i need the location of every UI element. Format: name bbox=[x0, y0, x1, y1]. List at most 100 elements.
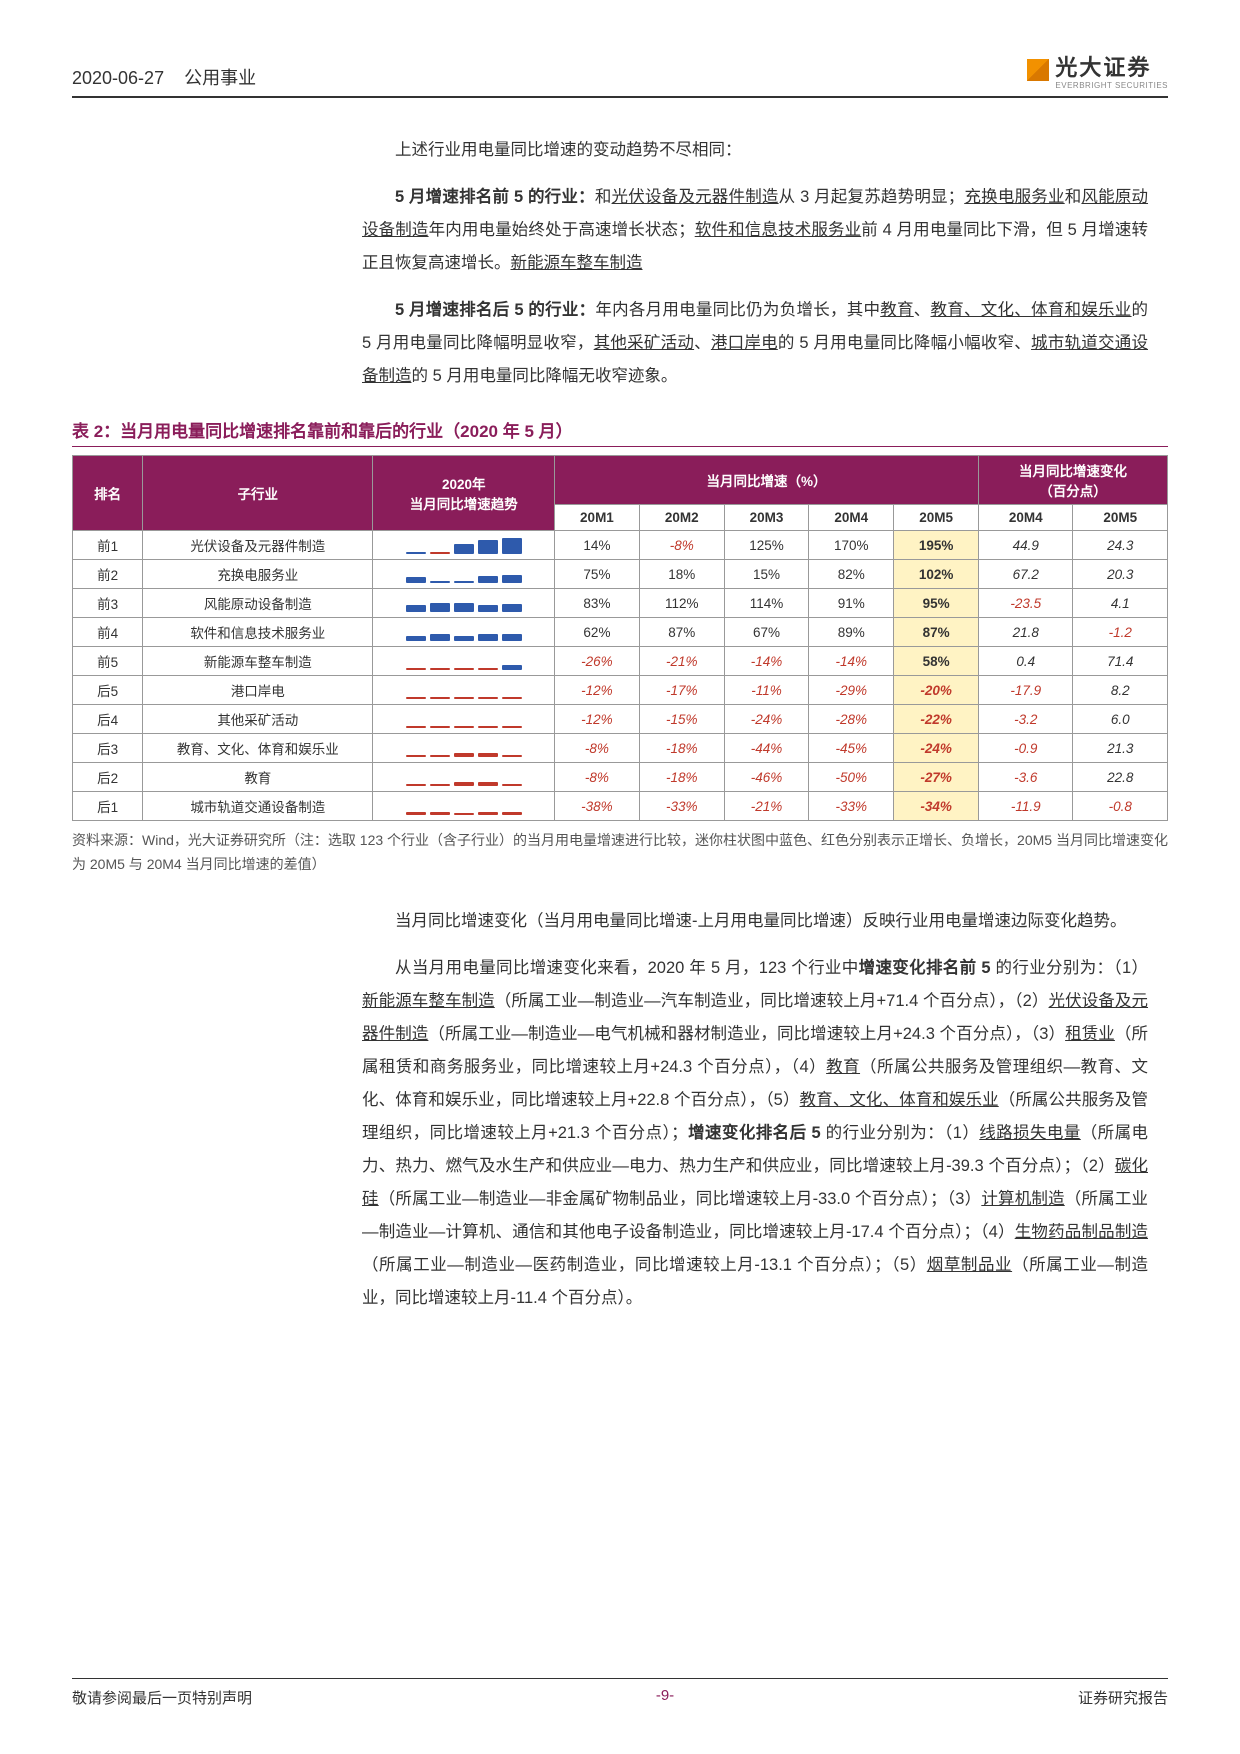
cell-value: -24% bbox=[724, 705, 809, 734]
cell-value: 15% bbox=[724, 560, 809, 589]
logo-text-cn: 光大证券 bbox=[1055, 55, 1151, 80]
cell-value: -26% bbox=[555, 647, 640, 676]
header-date: 2020-06-27 bbox=[72, 68, 164, 88]
cell-industry: 其他采矿活动 bbox=[143, 705, 373, 734]
cell-value: 102% bbox=[894, 560, 979, 589]
table-row: 前4软件和信息技术服务业62%87%67%89%87%21.8-1.2 bbox=[73, 618, 1168, 647]
cell-value: -8% bbox=[555, 763, 640, 792]
cell-change: 8.2 bbox=[1073, 676, 1168, 705]
table-row: 后3教育、文化、体育和娱乐业-8%-18%-44%-45%-24%-0.921.… bbox=[73, 734, 1168, 763]
page-header: 2020-06-27 公用事业 光大证券 EVERBRIGHT SECURITI… bbox=[72, 50, 1168, 98]
cell-value: 195% bbox=[894, 531, 979, 560]
cell-change: 67.2 bbox=[979, 560, 1073, 589]
cell-rank: 后1 bbox=[73, 792, 143, 821]
th-month: 20M1 bbox=[555, 505, 640, 531]
cell-sparkline bbox=[373, 531, 555, 560]
cell-industry: 城市轨道交通设备制造 bbox=[143, 792, 373, 821]
cell-change: -23.5 bbox=[979, 589, 1073, 618]
cell-value: -14% bbox=[809, 647, 894, 676]
table-row: 前2充换电服务业75%18%15%82%102%67.220.3 bbox=[73, 560, 1168, 589]
cell-sparkline bbox=[373, 560, 555, 589]
cell-value: 170% bbox=[809, 531, 894, 560]
cell-industry: 教育 bbox=[143, 763, 373, 792]
cell-value: 83% bbox=[555, 589, 640, 618]
bot5-para: 5 月增速排名后 5 的行业：年内各月用电量同比仍为负增长，其中教育、教育、文化… bbox=[362, 294, 1148, 393]
cell-value: -15% bbox=[639, 705, 724, 734]
cell-value: 62% bbox=[555, 618, 640, 647]
after-table-block: 当月同比增速变化（当月用电量同比增速-上月用电量同比增速）反映行业用电量增速边际… bbox=[362, 905, 1148, 1315]
th-month: 20M3 bbox=[724, 505, 809, 531]
cell-value: 75% bbox=[555, 560, 640, 589]
cell-rank: 前1 bbox=[73, 531, 143, 560]
th-rank: 排名 bbox=[73, 456, 143, 531]
cell-change: 21.3 bbox=[1073, 734, 1168, 763]
table-row: 前3风能原动设备制造83%112%114%91%95%-23.54.1 bbox=[73, 589, 1168, 618]
cell-industry: 港口岸电 bbox=[143, 676, 373, 705]
intro-para: 上述行业用电量同比增速的变动趋势不尽相同： bbox=[362, 134, 1148, 167]
cell-sparkline bbox=[373, 676, 555, 705]
cell-change: -11.9 bbox=[979, 792, 1073, 821]
logo-text-en: EVERBRIGHT SECURITIES bbox=[1055, 82, 1168, 90]
cell-value: -8% bbox=[639, 531, 724, 560]
th-change-month: 20M5 bbox=[1073, 505, 1168, 531]
cell-value: -46% bbox=[724, 763, 809, 792]
cell-industry: 风能原动设备制造 bbox=[143, 589, 373, 618]
cell-value: 89% bbox=[809, 618, 894, 647]
after-table-para-1: 当月同比增速变化（当月用电量同比增速-上月用电量同比增速）反映行业用电量增速边际… bbox=[362, 905, 1148, 938]
header-category: 公用事业 bbox=[184, 68, 256, 88]
cell-change: 24.3 bbox=[1073, 531, 1168, 560]
cell-change: 20.3 bbox=[1073, 560, 1168, 589]
cell-rank: 后4 bbox=[73, 705, 143, 734]
cell-industry: 教育、文化、体育和娱乐业 bbox=[143, 734, 373, 763]
cell-change: 0.4 bbox=[979, 647, 1073, 676]
cell-value: -44% bbox=[724, 734, 809, 763]
intro-block: 上述行业用电量同比增速的变动趋势不尽相同： 5 月增速排名前 5 的行业：和光伏… bbox=[362, 134, 1148, 393]
cell-value: -12% bbox=[555, 676, 640, 705]
page-footer: 敬请参阅最后一页特别声明 -9- 证券研究报告 bbox=[72, 1678, 1168, 1708]
cell-value: 87% bbox=[639, 618, 724, 647]
cell-change: 44.9 bbox=[979, 531, 1073, 560]
th-change-group: 当月同比增速变化（百分点） bbox=[979, 456, 1168, 505]
cell-value: -24% bbox=[894, 734, 979, 763]
cell-industry: 软件和信息技术服务业 bbox=[143, 618, 373, 647]
cell-sparkline bbox=[373, 589, 555, 618]
header-logo: 光大证券 EVERBRIGHT SECURITIES bbox=[1027, 50, 1168, 90]
table-row: 后1城市轨道交通设备制造-38%-33%-21%-33%-34%-11.9-0.… bbox=[73, 792, 1168, 821]
cell-value: -20% bbox=[894, 676, 979, 705]
cell-value: -38% bbox=[555, 792, 640, 821]
table-title: 表 2：当月用电量同比增速排名靠前和靠后的行业（2020 年 5 月） bbox=[72, 417, 1168, 447]
cell-rank: 后5 bbox=[73, 676, 143, 705]
th-month: 20M2 bbox=[639, 505, 724, 531]
cell-change: -17.9 bbox=[979, 676, 1073, 705]
table-row: 后5港口岸电-12%-17%-11%-29%-20%-17.98.2 bbox=[73, 676, 1168, 705]
cell-value: -22% bbox=[894, 705, 979, 734]
source-note: 资料来源：Wind，光大证券研究所（注：选取 123 个行业（含子行业）的当月用… bbox=[72, 829, 1168, 877]
cell-sparkline bbox=[373, 618, 555, 647]
cell-value: -21% bbox=[639, 647, 724, 676]
cell-change: -0.8 bbox=[1073, 792, 1168, 821]
cell-rank: 前3 bbox=[73, 589, 143, 618]
cell-value: 82% bbox=[809, 560, 894, 589]
cell-value: -28% bbox=[809, 705, 894, 734]
cell-value: 67% bbox=[724, 618, 809, 647]
footer-right: 证券研究报告 bbox=[1078, 1687, 1168, 1708]
cell-value: -11% bbox=[724, 676, 809, 705]
cell-value: -21% bbox=[724, 792, 809, 821]
logo-icon bbox=[1027, 59, 1049, 81]
th-month: 20M5 bbox=[894, 505, 979, 531]
cell-value: 18% bbox=[639, 560, 724, 589]
cell-value: -34% bbox=[894, 792, 979, 821]
cell-value: -33% bbox=[639, 792, 724, 821]
cell-value: -17% bbox=[639, 676, 724, 705]
cell-rank: 前2 bbox=[73, 560, 143, 589]
th-change-month: 20M4 bbox=[979, 505, 1073, 531]
cell-value: -33% bbox=[809, 792, 894, 821]
cell-sparkline bbox=[373, 647, 555, 676]
cell-value: -27% bbox=[894, 763, 979, 792]
cell-value: 58% bbox=[894, 647, 979, 676]
th-growth-group: 当月同比增速（%） bbox=[555, 456, 979, 505]
cell-change: -0.9 bbox=[979, 734, 1073, 763]
cell-value: -18% bbox=[639, 763, 724, 792]
cell-value: -18% bbox=[639, 734, 724, 763]
cell-industry: 光伏设备及元器件制造 bbox=[143, 531, 373, 560]
